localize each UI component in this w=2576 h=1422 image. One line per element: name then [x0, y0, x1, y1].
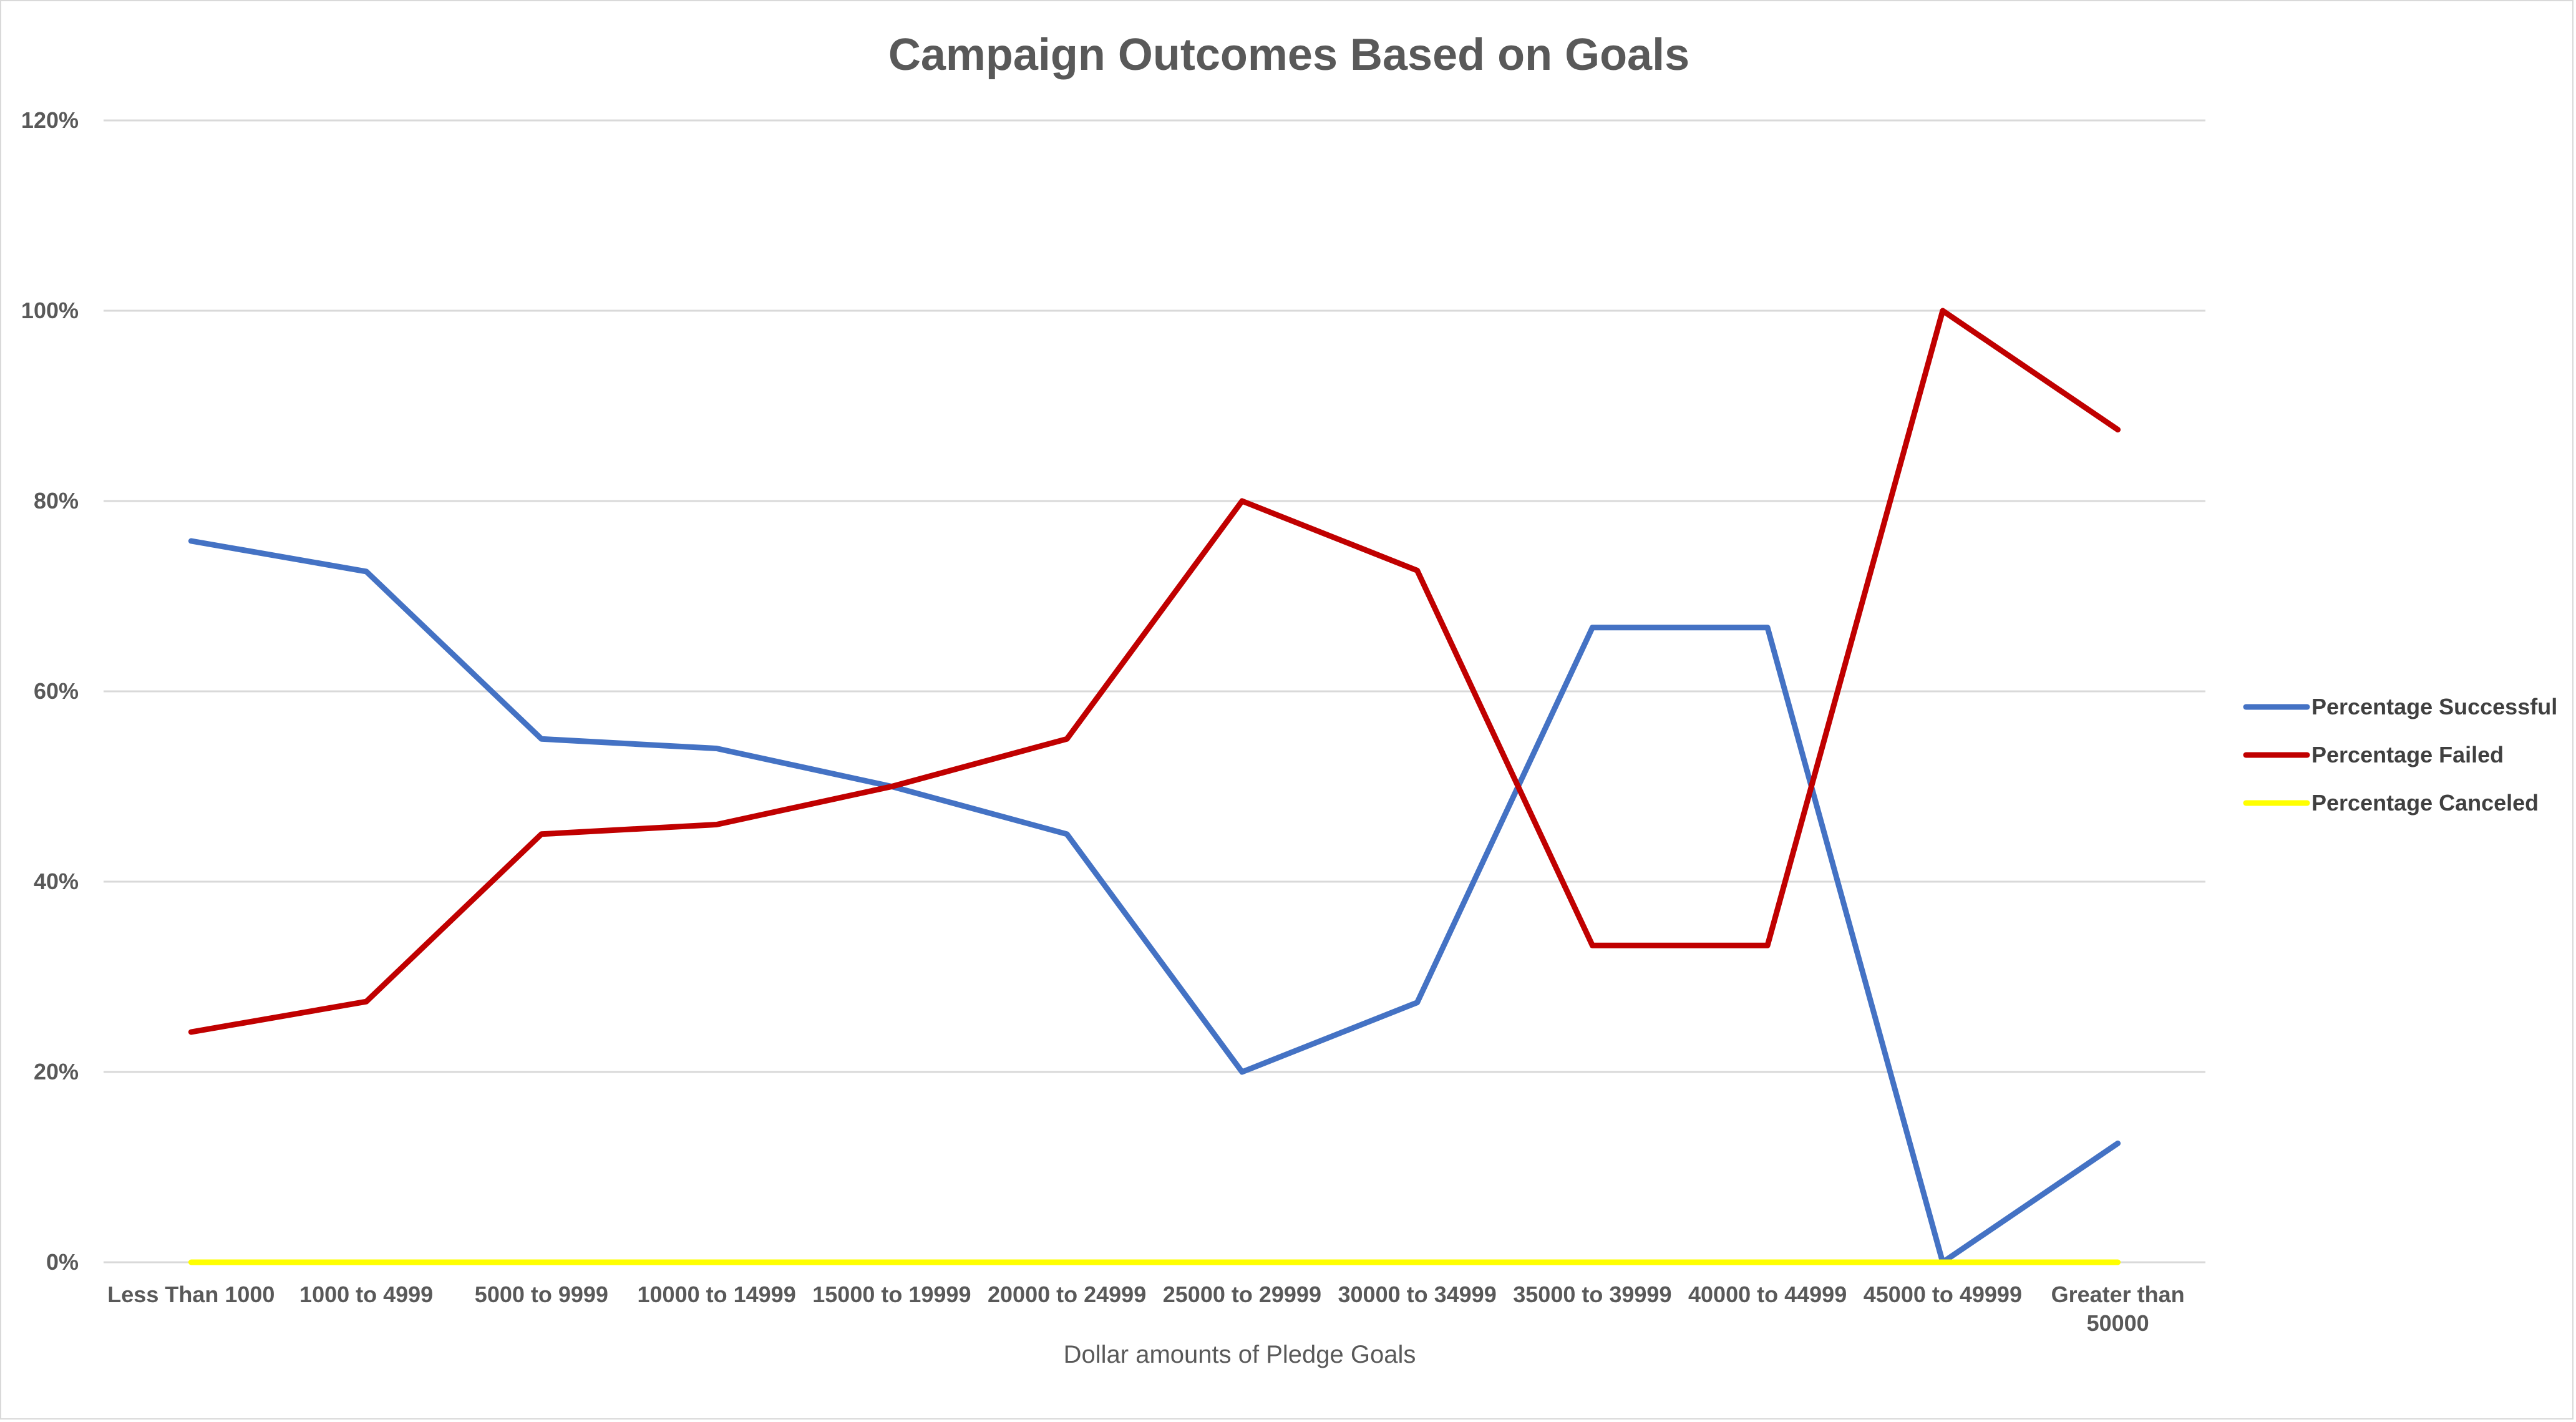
x-tick-label-line: 5000 to 9999 — [475, 1282, 608, 1307]
x-tick-label: Less Than 1000 — [107, 1282, 275, 1307]
series-line-1 — [188, 308, 2121, 1035]
gridlines — [104, 119, 2205, 1264]
x-tick-label: 45000 to 49999 — [1864, 1282, 2022, 1307]
y-axis-ticks: 0% 20% 40% 60% 80% 100% 120% — [21, 107, 79, 1275]
x-axis-ticks: Less Than 1000 1000 to 4999 5000 to 9999 10… — [107, 1282, 2184, 1336]
series-line-0 — [188, 538, 2121, 1265]
legend-label: Percentage Failed — [2311, 742, 2504, 767]
x-tick-label: 15000 to 19999 — [812, 1282, 971, 1307]
series-lines — [188, 308, 2121, 1265]
x-tick-label-line: Greater than — [2051, 1282, 2185, 1307]
x-tick-label-line: 30000 to 34999 — [1338, 1282, 1497, 1307]
x-tick-label: Greater than 50000 — [2051, 1282, 2185, 1336]
x-axis-title: Dollar amounts of Pledge Goals — [1064, 1341, 1416, 1368]
x-tick-label-line: 35000 to 39999 — [1513, 1282, 1671, 1307]
x-tick-label: 40000 to 44999 — [1688, 1282, 1847, 1307]
x-tick-label: 30000 to 34999 — [1338, 1282, 1497, 1307]
x-tick-label-line: 20000 to 24999 — [988, 1282, 1146, 1307]
x-tick-label: 35000 to 39999 — [1513, 1282, 1671, 1307]
legend: Percentage Successful Percentage Failed Pe… — [2243, 694, 2557, 816]
chart-title: Campaign Outcomes Based on Goals — [888, 30, 1689, 80]
legend-label: Percentage Successful — [2311, 694, 2557, 719]
y-tick-label: 100% — [21, 298, 79, 323]
x-tick-label: 20000 to 24999 — [988, 1282, 1146, 1307]
x-tick-label-line: Less Than 1000 — [107, 1282, 275, 1307]
x-tick-label: 5000 to 9999 — [475, 1282, 608, 1307]
y-tick-label: 20% — [34, 1059, 79, 1084]
x-tick-label: 10000 to 14999 — [638, 1282, 796, 1307]
x-tick-label-line: 10000 to 14999 — [638, 1282, 796, 1307]
legend-label: Percentage Canceled — [2311, 790, 2539, 816]
x-tick-label-line: 15000 to 19999 — [812, 1282, 971, 1307]
y-tick-label: 0% — [46, 1249, 79, 1275]
x-tick-label-line: 45000 to 49999 — [1864, 1282, 2022, 1307]
x-tick-label-line: 50000 — [2087, 1310, 2149, 1336]
x-tick-label-line: 40000 to 44999 — [1688, 1282, 1847, 1307]
x-tick-label-line: 1000 to 4999 — [299, 1282, 433, 1307]
x-tick-label-line: 25000 to 29999 — [1163, 1282, 1321, 1307]
y-tick-label: 40% — [34, 869, 79, 894]
y-tick-label: 80% — [34, 488, 79, 514]
x-tick-label: 1000 to 4999 — [299, 1282, 433, 1307]
x-tick-label: 25000 to 29999 — [1163, 1282, 1321, 1307]
y-tick-label: 120% — [21, 107, 79, 133]
y-tick-label: 60% — [34, 678, 79, 704]
